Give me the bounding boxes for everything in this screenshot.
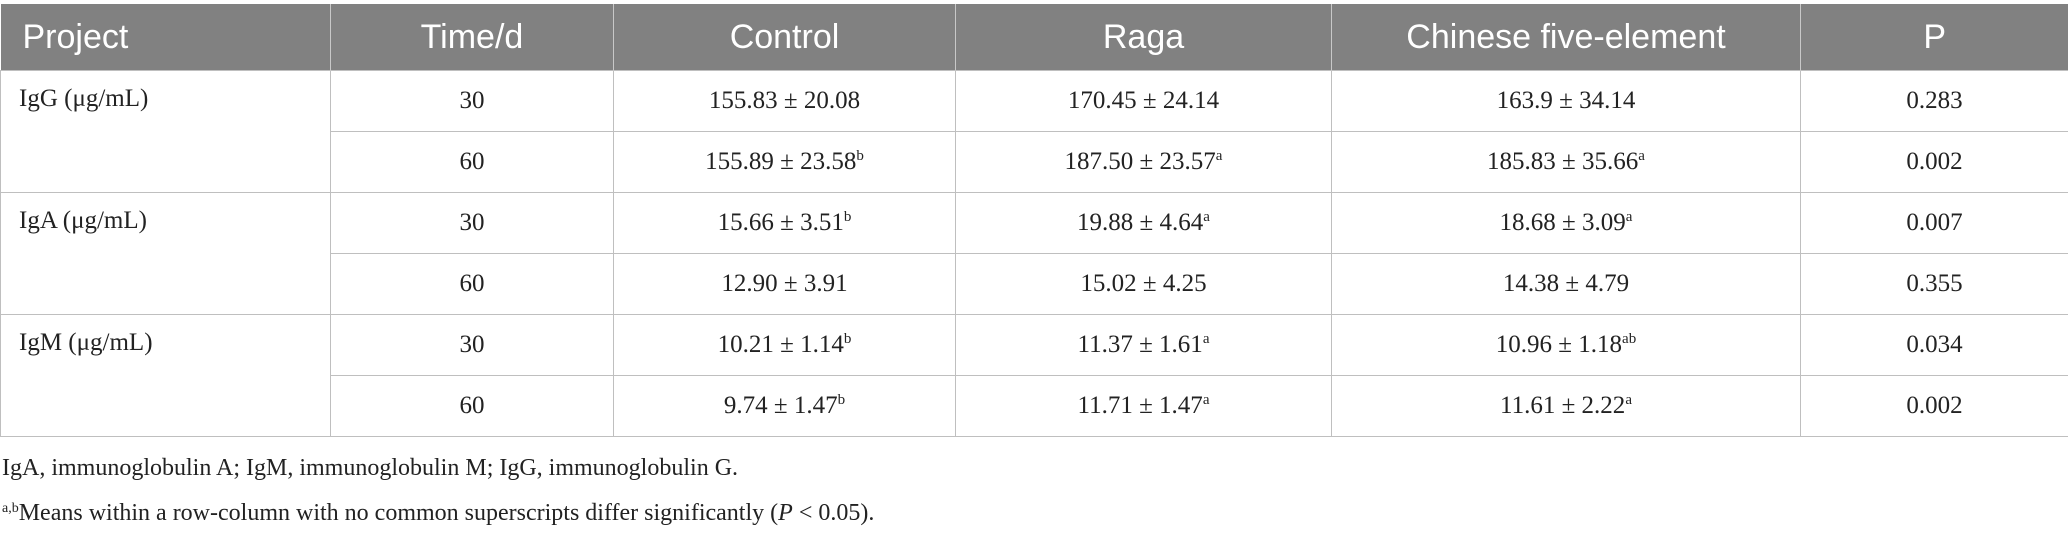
raga-cell: 11.71 ± 1.47a xyxy=(956,376,1332,437)
header-five-element: Chinese five-element xyxy=(1332,4,1801,71)
five-element-value: 11.61 ± 2.22 xyxy=(1500,392,1625,419)
raga-superscript: a xyxy=(1203,392,1210,408)
table-row: IgA (μg/mL) 30 15.66 ± 3.51b 19.88 ± 4.6… xyxy=(1,193,2068,254)
five-element-superscript: a xyxy=(1626,209,1633,225)
five-element-superscript: a xyxy=(1625,392,1632,408)
raga-cell: 170.45 ± 24.14 xyxy=(956,71,1332,132)
p-cell: 0.002 xyxy=(1801,132,2068,193)
control-value: 10.21 ± 1.14 xyxy=(718,331,844,358)
control-cell: 155.89 ± 23.58b xyxy=(614,132,956,193)
control-value: 155.83 ± 20.08 xyxy=(709,87,860,114)
time-cell: 30 xyxy=(331,193,614,254)
table-header-row: Project Time/d Control Raga Chinese five… xyxy=(1,4,2068,71)
raga-cell: 11.37 ± 1.61a xyxy=(956,315,1332,376)
header-time: Time/d xyxy=(331,4,614,71)
header-project: Project xyxy=(1,4,331,71)
time-cell: 60 xyxy=(331,132,614,193)
raga-superscript: a xyxy=(1203,331,1210,347)
p-cell: 0.355 xyxy=(1801,254,2068,315)
table-row: IgM (μg/mL) 30 10.21 ± 1.14b 11.37 ± 1.6… xyxy=(1,315,2068,376)
five-element-value: 163.9 ± 34.14 xyxy=(1497,87,1636,114)
raga-value: 19.88 ± 4.64 xyxy=(1077,209,1203,236)
five-element-cell: 163.9 ± 34.14 xyxy=(1332,71,1801,132)
time-cell: 30 xyxy=(331,315,614,376)
control-superscript: b xyxy=(856,148,864,164)
time-cell: 30 xyxy=(331,71,614,132)
control-cell: 10.21 ± 1.14b xyxy=(614,315,956,376)
abbreviation-note: IgA, immunoglobulin A; IgM, immunoglobul… xyxy=(2,455,874,482)
p-cell: 0.034 xyxy=(1801,315,2068,376)
control-cell: 12.90 ± 3.91 xyxy=(614,254,956,315)
header-p: P xyxy=(1801,4,2068,71)
control-cell: 155.83 ± 20.08 xyxy=(614,71,956,132)
control-value: 155.89 ± 23.58 xyxy=(705,148,856,175)
control-value: 12.90 ± 3.91 xyxy=(721,270,847,297)
project-cell: IgG (μg/mL) xyxy=(1,71,331,193)
raga-cell: 19.88 ± 4.64a xyxy=(956,193,1332,254)
p-cell: 0.002 xyxy=(1801,376,2068,437)
p-cell: 0.007 xyxy=(1801,193,2068,254)
control-value: 15.66 ± 3.51 xyxy=(718,209,844,236)
five-element-cell: 14.38 ± 4.79 xyxy=(1332,254,1801,315)
header-raga: Raga xyxy=(956,4,1332,71)
five-element-cell: 18.68 ± 3.09a xyxy=(1332,193,1801,254)
control-value: 9.74 ± 1.47 xyxy=(724,392,838,419)
five-element-superscript: ab xyxy=(1622,331,1636,347)
five-element-value: 18.68 ± 3.09 xyxy=(1500,209,1626,236)
raga-value: 15.02 ± 4.25 xyxy=(1080,270,1206,297)
table-footnotes: IgA, immunoglobulin A; IgM, immunoglobul… xyxy=(2,455,874,545)
raga-cell: 15.02 ± 4.25 xyxy=(956,254,1332,315)
time-cell: 60 xyxy=(331,376,614,437)
control-superscript: b xyxy=(844,209,852,225)
control-cell: 9.74 ± 1.47b xyxy=(614,376,956,437)
significance-superscript: a,b xyxy=(2,501,19,516)
five-element-value: 185.83 ± 35.66 xyxy=(1487,148,1638,175)
control-cell: 15.66 ± 3.51b xyxy=(614,193,956,254)
table-row: IgG (μg/mL) 30 155.83 ± 20.08 170.45 ± 2… xyxy=(1,71,2068,132)
project-cell: IgA (μg/mL) xyxy=(1,193,331,315)
control-superscript: b xyxy=(844,331,852,347)
raga-value: 187.50 ± 23.57 xyxy=(1065,148,1216,175)
five-element-cell: 10.96 ± 1.18ab xyxy=(1332,315,1801,376)
five-element-value: 14.38 ± 4.79 xyxy=(1503,270,1629,297)
significance-text-a: Means within a row-column with no common… xyxy=(19,500,778,526)
raga-cell: 187.50 ± 23.57a xyxy=(956,132,1332,193)
raga-value: 170.45 ± 24.14 xyxy=(1068,87,1219,114)
significance-text-b: < 0.05). xyxy=(793,500,875,526)
raga-superscript: a xyxy=(1216,148,1223,164)
results-table: Project Time/d Control Raga Chinese five… xyxy=(0,4,2068,437)
five-element-value: 10.96 ± 1.18 xyxy=(1496,331,1622,358)
p-cell: 0.283 xyxy=(1801,71,2068,132)
project-cell: IgM (μg/mL) xyxy=(1,315,331,437)
raga-superscript: a xyxy=(1203,209,1210,225)
header-control: Control xyxy=(614,4,956,71)
significance-p: P xyxy=(778,500,793,526)
raga-value: 11.37 ± 1.61 xyxy=(1078,331,1203,358)
control-superscript: b xyxy=(838,392,846,408)
raga-value: 11.71 ± 1.47 xyxy=(1078,392,1203,419)
time-cell: 60 xyxy=(331,254,614,315)
five-element-superscript: a xyxy=(1638,148,1645,164)
five-element-cell: 11.61 ± 2.22a xyxy=(1332,376,1801,437)
significance-note: a,bMeans within a row-column with no com… xyxy=(2,500,874,527)
five-element-cell: 185.83 ± 35.66a xyxy=(1332,132,1801,193)
